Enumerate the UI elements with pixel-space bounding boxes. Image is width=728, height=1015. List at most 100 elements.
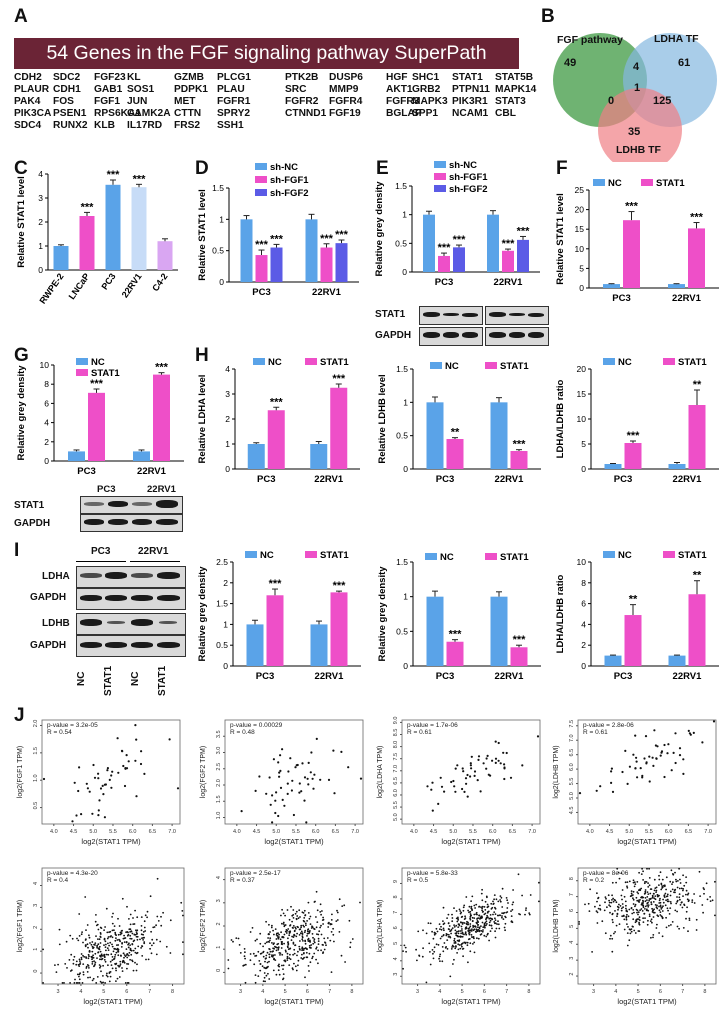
data-point: [521, 894, 523, 897]
gene-name: PTK2B: [285, 72, 319, 83]
data-point: [506, 907, 509, 909]
data-point: [463, 941, 466, 944]
data-point: [671, 888, 674, 891]
data-point: [99, 980, 102, 983]
data-point: [268, 960, 270, 963]
data-point: [301, 953, 303, 956]
data-point: [456, 764, 459, 767]
data-point: [695, 918, 698, 921]
data-point: [492, 900, 494, 903]
data-point: [139, 762, 143, 766]
data-point: [658, 909, 661, 912]
data-point: [104, 946, 107, 948]
data-point: [483, 922, 486, 925]
data-point: [648, 780, 651, 783]
data-point: [665, 926, 668, 929]
data-point: [108, 778, 111, 781]
data-point: [127, 946, 130, 949]
data-point: [103, 944, 105, 946]
data-point: [302, 952, 305, 955]
data-point: [630, 892, 633, 895]
data-point: [259, 942, 262, 945]
data-point: [114, 931, 117, 934]
data-point: [644, 917, 646, 919]
bar: [426, 402, 444, 469]
data-point: [73, 781, 76, 784]
data-point: [298, 782, 301, 785]
legend-label: STAT1: [500, 361, 529, 372]
data-point: [274, 928, 277, 930]
gene-name: NCAM1: [452, 108, 489, 119]
data-point: [320, 949, 322, 952]
gene-name: FGFR4: [329, 96, 363, 107]
gene-name: KLB: [94, 120, 115, 131]
data-point: [122, 952, 125, 955]
data-point: [359, 777, 363, 780]
data-point: [308, 944, 311, 947]
data-point: [129, 944, 131, 946]
data-point: [114, 939, 117, 942]
data-point: [474, 925, 477, 928]
data-point: [147, 958, 150, 961]
data-point: [82, 963, 85, 965]
venn-count-ldhb-only: 35: [628, 126, 641, 138]
r-value-label: R = 0.48: [230, 729, 255, 736]
data-point: [486, 911, 489, 914]
y-tick-label: 2: [569, 973, 575, 976]
data-point: [313, 901, 316, 903]
data-point: [653, 897, 656, 900]
data-point: [291, 920, 293, 923]
data-point: [642, 901, 645, 903]
data-point: [660, 915, 663, 918]
bar: [266, 595, 284, 666]
x-tick-label: 3: [416, 989, 419, 995]
data-point: [709, 900, 712, 902]
data-point: [116, 977, 119, 980]
data-point: [126, 905, 128, 908]
data-point: [304, 939, 306, 942]
data-point: [291, 914, 294, 917]
data-point: [129, 923, 132, 926]
data-point: [644, 905, 647, 908]
y-tick-label: 6.0: [393, 789, 399, 797]
data-point: [75, 963, 78, 966]
data-point: [77, 939, 80, 942]
data-point: [656, 923, 658, 926]
data-point: [682, 895, 684, 897]
y-tick-label: 6.0: [569, 763, 575, 771]
data-point: [267, 937, 269, 939]
data-point: [119, 964, 121, 967]
data-point: [331, 913, 333, 916]
significance-marker: ***: [333, 580, 347, 592]
data-point: [313, 952, 316, 955]
data-point: [648, 899, 650, 902]
data-point: [464, 915, 466, 918]
bar: [246, 624, 264, 666]
data-point: [634, 734, 637, 737]
data-point: [464, 777, 468, 780]
data-point: [103, 959, 106, 961]
bar: [502, 250, 514, 272]
bar: [623, 220, 640, 288]
data-point: [117, 933, 120, 936]
r-value-label: R = 0.61: [407, 729, 432, 736]
data-point: [227, 967, 230, 970]
x-tick-label: 5.0: [89, 829, 97, 835]
data-point: [84, 944, 87, 946]
data-point: [135, 952, 138, 955]
bar: [487, 214, 499, 272]
data-point: [634, 883, 637, 885]
data-point: [628, 880, 631, 883]
data-point: [129, 958, 131, 961]
y-tick-label: 1: [403, 397, 408, 407]
data-point: [316, 921, 319, 923]
data-point: [538, 900, 540, 903]
bar: [688, 228, 705, 288]
band: [156, 519, 178, 525]
x-tick-label: 4.5: [70, 829, 78, 835]
data-point: [642, 917, 644, 920]
gene-name: PAK4: [14, 96, 41, 107]
data-point: [627, 926, 629, 928]
x-tick-label: 6.0: [129, 829, 137, 835]
